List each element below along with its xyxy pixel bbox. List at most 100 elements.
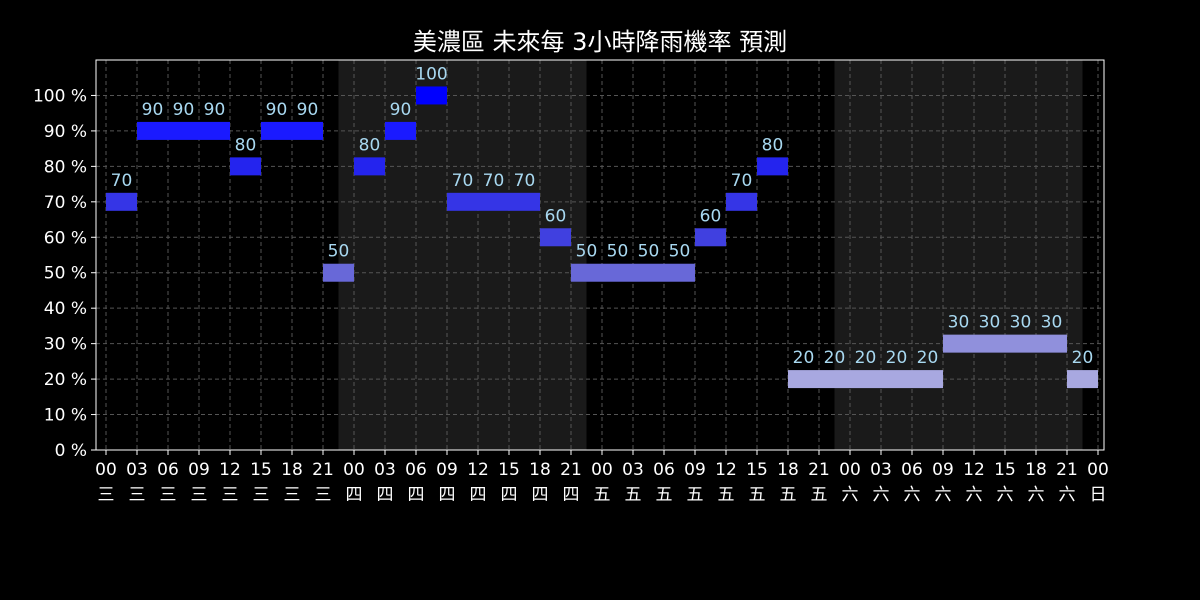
x-tick-hour-5: 15 [250,460,272,480]
x-tick-hour-32: 00 [1087,460,1109,480]
x-tick-day-17: 五 [625,485,642,505]
x-tick-hour-2: 06 [157,460,179,480]
x-tick-day-30: 六 [1028,485,1045,505]
x-tick-day-22: 五 [780,485,797,505]
bar-2 [168,121,199,140]
x-tick-hour-1: 03 [126,460,148,480]
x-tick-day-20: 五 [718,485,735,505]
bar-28 [974,334,1005,353]
bar-5 [261,121,292,140]
bar-21 [757,157,788,176]
x-tick-hour-9: 03 [374,460,396,480]
x-tick-day-31: 六 [1059,485,1076,505]
day-shading [338,60,1083,450]
y-tick-label-4: 40 % [44,299,87,319]
x-tick-hour-12: 12 [467,460,489,480]
y-tick-label-9: 90 % [44,122,87,142]
data-label-17: 50 [638,242,660,262]
data-label-28: 30 [979,313,1001,333]
x-tick-hour-24: 00 [839,460,861,480]
x-tick-day-13: 四 [501,485,518,505]
x-tick-hour-0: 00 [95,460,117,480]
x-tick-day-29: 六 [997,485,1014,505]
x-tick-day-3: 三 [191,485,208,505]
bar-27 [943,334,974,353]
x-tick-hour-22: 18 [777,460,799,480]
x-tick-hour-16: 00 [591,460,613,480]
x-tick-day-15: 四 [563,485,580,505]
day-shade-0 [338,60,587,450]
bar-16 [602,263,633,282]
x-tick-day-32: 日 [1090,485,1107,505]
plot-frame [95,59,1105,451]
x-tick-hour-10: 06 [405,460,427,480]
x-tick-hour-17: 03 [622,460,644,480]
bar-20 [726,192,757,211]
bar-31 [1067,370,1098,389]
data-label-0: 70 [111,171,133,191]
x-tick-hour-31: 21 [1056,460,1078,480]
y-tick-label-5: 50 % [44,264,87,284]
x-tick-hour-20: 12 [715,460,737,480]
y-tick-label-3: 30 % [44,335,87,355]
x-tick-hour-14: 18 [529,460,551,480]
data-label-18: 50 [669,242,691,262]
x-tick-hour-30: 18 [1025,460,1047,480]
data-label-22: 20 [793,348,815,368]
x-tick-day-28: 六 [966,485,983,505]
x-tick-day-6: 三 [284,485,301,505]
x-tick-hour-27: 09 [932,460,954,480]
x-tick-day-0: 三 [98,485,115,505]
x-tick-day-4: 三 [222,485,239,505]
x-tick-hour-26: 06 [901,460,923,480]
x-tick-day-19: 五 [687,485,704,505]
x-tick-day-7: 三 [315,485,332,505]
day-shade-1 [834,60,1083,450]
bar-4 [230,157,261,176]
bar-23 [819,370,850,389]
data-label-25: 20 [886,348,908,368]
data-label-2: 90 [173,100,195,120]
x-tick-day-18: 五 [656,485,673,505]
x-tick-day-23: 五 [811,485,828,505]
x-tick-day-10: 四 [408,485,425,505]
data-label-5: 90 [266,100,288,120]
bar-25 [881,370,912,389]
data-label-16: 50 [607,242,629,262]
bars [106,86,1098,389]
data-label-10: 100 [415,64,447,84]
y-tick-label-6: 60 % [44,228,87,248]
x-tick-day-1: 三 [129,485,146,505]
bar-13 [509,192,540,211]
data-label-13: 70 [514,171,536,191]
bar-1 [137,121,168,140]
data-label-11: 70 [452,171,474,191]
bar-8 [354,157,385,176]
bar-22 [788,370,819,389]
bar-12 [478,192,509,211]
x-tick-day-24: 六 [842,485,859,505]
x-tick-hour-25: 03 [870,460,892,480]
x-tick-hour-19: 09 [684,460,706,480]
x-tick-hour-21: 15 [746,460,768,480]
data-label-23: 20 [824,348,846,368]
data-label-29: 30 [1010,313,1032,333]
bar-29 [1005,334,1036,353]
x-tick-day-9: 四 [377,485,394,505]
data-label-19: 60 [700,206,722,226]
data-label-8: 80 [359,135,381,155]
data-label-7: 50 [328,242,350,262]
x-tick-day-11: 四 [439,485,456,505]
x-tick-day-16: 五 [594,485,611,505]
data-label-9: 90 [390,100,412,120]
bar-15 [571,263,602,282]
bar-9 [385,121,416,140]
y-tick-label-2: 20 % [44,370,87,390]
y-tick-label-8: 80 % [44,157,87,177]
data-label-30: 30 [1041,313,1063,333]
bar-30 [1036,334,1067,353]
x-tick-day-12: 四 [470,485,487,505]
bar-11 [447,192,478,211]
bar-18 [664,263,695,282]
x-tick-hour-18: 06 [653,460,675,480]
